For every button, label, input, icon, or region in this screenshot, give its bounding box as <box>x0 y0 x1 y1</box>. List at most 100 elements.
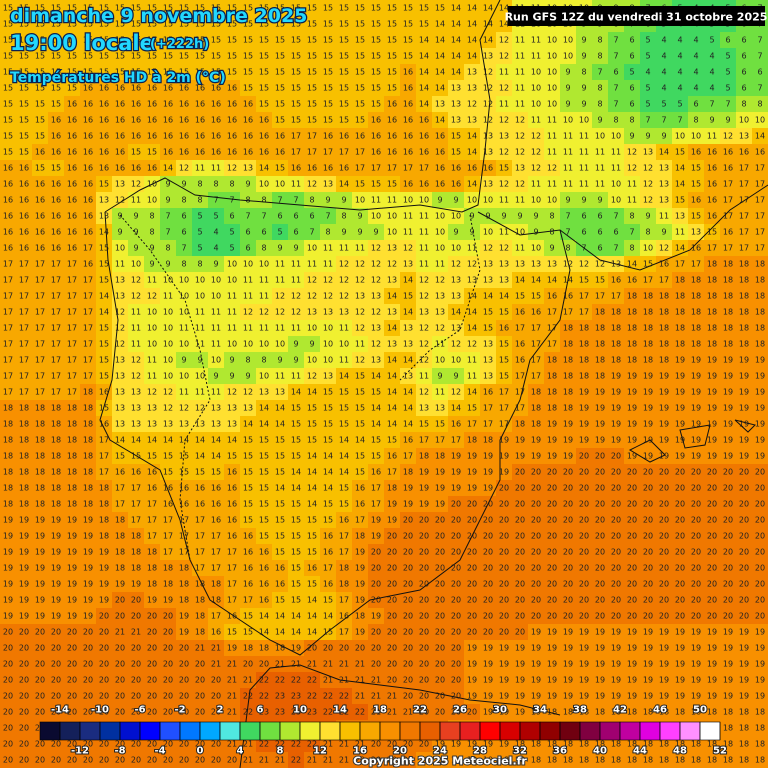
temperature-value: 20 <box>563 612 573 621</box>
temperature-value: 17 <box>3 308 13 317</box>
temperature-value: 17 <box>35 276 45 285</box>
temperature-value: 12 <box>179 404 189 413</box>
temperature-value: 20 <box>419 644 429 653</box>
temperature-value: 16 <box>35 212 45 221</box>
temperature-value: 14 <box>435 20 445 29</box>
temperature-cell <box>336 48 352 64</box>
temperature-value: 15 <box>99 36 109 45</box>
temperature-value: 13 <box>307 308 317 317</box>
temperature-value: 16 <box>115 164 125 173</box>
temperature-value: 11 <box>419 372 429 381</box>
temperature-value: 20 <box>643 596 653 605</box>
temperature-value: 20 <box>579 564 589 573</box>
temperature-value: 19 <box>99 548 109 557</box>
temperature-value: 16 <box>227 84 237 93</box>
temperature-value: 19 <box>595 660 605 669</box>
temperature-value: 14 <box>259 420 269 429</box>
temperature-value: 9 <box>117 228 122 237</box>
temperature-value: 15 <box>291 420 301 429</box>
temperature-value: 15 <box>483 324 493 333</box>
temperature-value: 13 <box>403 372 413 381</box>
temperature-value: 12 <box>355 260 365 269</box>
temperature-value: 19 <box>739 452 749 461</box>
temperature-value: 9 <box>453 372 458 381</box>
temperature-value: 15 <box>3 4 13 13</box>
temperature-value: 19 <box>579 692 589 701</box>
temperature-value: 8 <box>181 260 186 269</box>
temperature-value: 13 <box>387 276 397 285</box>
temperature-value: 11 <box>499 196 509 205</box>
temperature-value: 16 <box>99 132 109 141</box>
temperature-value: 15 <box>499 308 509 317</box>
temperature-value: 9 <box>133 244 138 253</box>
legend-swatch <box>359 721 381 741</box>
temperature-cell <box>320 32 336 48</box>
temperature-value: 21 <box>227 692 237 701</box>
temperature-value: 13 <box>451 292 461 301</box>
temperature-value: 17 <box>307 148 317 157</box>
temperature-cell <box>96 0 112 16</box>
temperature-value: 20 <box>83 628 93 637</box>
temperature-value: 20 <box>163 708 173 717</box>
legend-label: 52 <box>713 746 727 757</box>
temperature-value: 18 <box>595 708 605 717</box>
temperature-value: 17 <box>387 468 397 477</box>
legend-swatch <box>279 721 301 741</box>
temperature-value: 14 <box>131 436 141 445</box>
temperature-value: 18 <box>131 548 141 557</box>
temperature-value: 17 <box>675 260 685 269</box>
temperature-value: 18 <box>35 404 45 413</box>
temperature-value: 20 <box>419 596 429 605</box>
temperature-value: 20 <box>707 580 717 589</box>
temperature-value: 16 <box>387 132 397 141</box>
temperature-value: 15 <box>307 116 317 125</box>
temperature-value: 15 <box>19 36 29 45</box>
temperature-value: 15 <box>243 84 253 93</box>
temperature-value: 17 <box>83 372 93 381</box>
temperature-value: 6 <box>613 228 618 237</box>
temperature-value: 20 <box>707 532 717 541</box>
temperature-value: 19 <box>579 644 589 653</box>
temperature-value: 10 <box>323 356 333 365</box>
temperature-value: 11 <box>195 308 205 317</box>
temperature-value: 12 <box>451 260 461 269</box>
temperature-value: 18 <box>51 484 61 493</box>
temperature-value: 11 <box>515 100 525 109</box>
temperature-value: 20 <box>435 660 445 669</box>
temperature-value: 20 <box>147 660 157 669</box>
temperature-value: 9 <box>213 372 218 381</box>
temperature-value: 13 <box>371 292 381 301</box>
legend-swatch <box>159 721 181 741</box>
temperature-value: 10 <box>163 276 173 285</box>
temperature-value: 18 <box>691 276 701 285</box>
temperature-value: 15 <box>691 180 701 189</box>
temperature-value: 10 <box>755 116 765 125</box>
temperature-value: 15 <box>339 404 349 413</box>
temperature-value: 19 <box>563 676 573 685</box>
temperature-value: 10 <box>531 84 541 93</box>
temperature-value: 14 <box>387 372 397 381</box>
temperature-value: 18 <box>51 500 61 509</box>
temperature-value: 17 <box>355 164 365 173</box>
temperature-value: 20 <box>675 548 685 557</box>
temperature-value: 16 <box>403 180 413 189</box>
temperature-value: 19 <box>707 420 717 429</box>
temperature-value: 16 <box>515 356 525 365</box>
legend-label: 36 <box>553 746 567 757</box>
temperature-value: 20 <box>211 676 221 685</box>
temperature-value: 17 <box>67 356 77 365</box>
temperature-cell <box>272 64 288 80</box>
temperature-value: 20 <box>579 548 589 557</box>
temperature-value: 16 <box>371 132 381 141</box>
temperature-value: 15 <box>51 36 61 45</box>
temperature-value: 15 <box>227 452 237 461</box>
temperature-value: 18 <box>243 644 253 653</box>
temperature-cell <box>576 48 592 64</box>
temperature-value: 18 <box>147 564 157 573</box>
temperature-cell <box>320 48 336 64</box>
temperature-value: 10 <box>563 36 573 45</box>
temperature-value: 11 <box>275 260 285 269</box>
temperature-value: 15 <box>131 68 141 77</box>
temperature-value: 11 <box>195 340 205 349</box>
temperature-value: 9 <box>581 84 586 93</box>
